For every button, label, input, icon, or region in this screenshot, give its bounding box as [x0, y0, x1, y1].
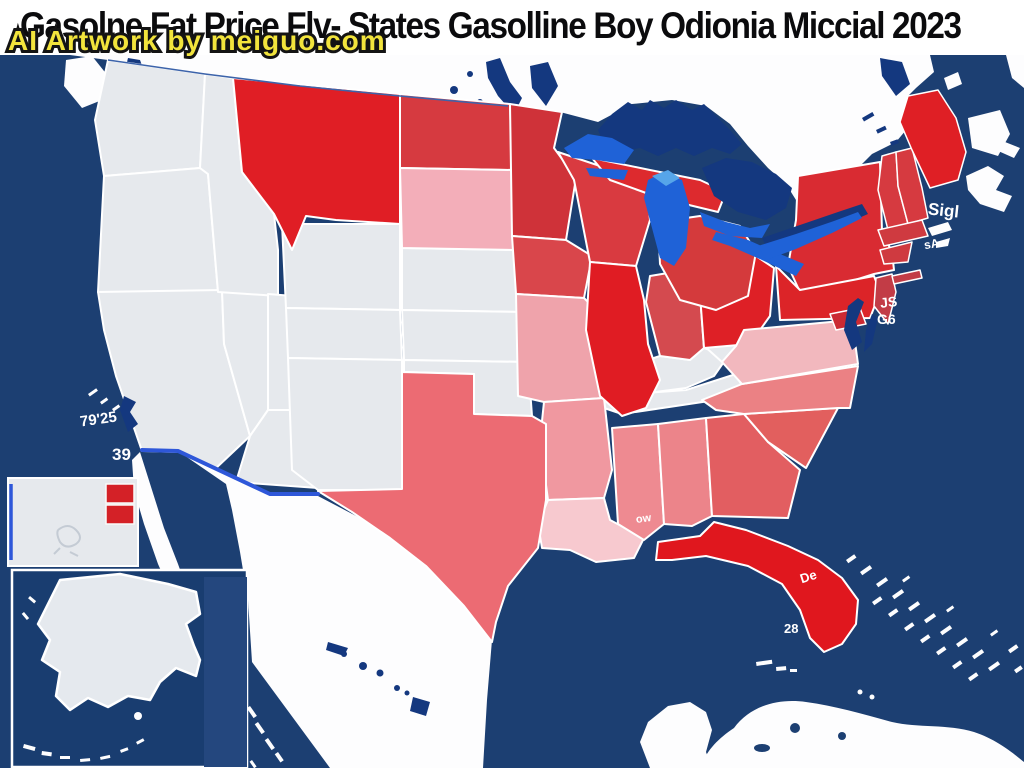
lake-superior-dash — [586, 168, 628, 180]
florida-keys — [756, 659, 875, 700]
chesapeake-bay — [844, 298, 878, 352]
state-arkansas — [539, 397, 613, 501]
state-oregon — [97, 167, 219, 293]
ocean-label: G6 — [877, 311, 896, 327]
state-maine — [899, 89, 967, 189]
cape-cod — [928, 222, 952, 248]
state-new-mexico — [287, 357, 403, 491]
mexico-border-line — [140, 448, 320, 496]
state-south-dakota — [399, 167, 519, 251]
state-texas — [317, 371, 547, 643]
baja-peninsula — [132, 452, 188, 600]
state-new-jersey — [873, 273, 897, 325]
page-title: Gasolne Fat Price Flv- States Gasolline … — [20, 5, 962, 46]
inset-box-small — [7, 477, 139, 567]
ocean-label: JS — [879, 293, 898, 311]
aleutian-islands — [21, 596, 145, 762]
long-island — [891, 269, 923, 285]
cuba-lagoons — [754, 723, 846, 752]
bahamas-islands — [846, 554, 1023, 682]
lake-ontario-highlight — [758, 212, 862, 260]
lake-huron — [702, 158, 792, 220]
state-alaska — [36, 572, 202, 712]
state-kansas — [401, 309, 529, 363]
yucatan — [640, 702, 712, 768]
state-florida — [655, 521, 859, 653]
ocean-label: ow — [635, 511, 652, 527]
canada-border-line — [107, 59, 509, 107]
ocean-label: 39 — [112, 445, 131, 464]
hawaii-islands — [326, 642, 430, 716]
lake-michigan-highlight — [652, 170, 680, 186]
state-massachusetts — [877, 219, 929, 247]
cuba — [700, 701, 1024, 768]
state-mississippi — [611, 423, 665, 541]
state-washington — [94, 59, 206, 177]
watermark: AI Artwork by meiguo.com — [5, 22, 388, 59]
california-islands — [87, 388, 121, 412]
lake-erie — [712, 232, 804, 276]
state-connecticut — [879, 241, 913, 265]
inset-navy-band — [204, 577, 247, 767]
state-illinois — [585, 261, 661, 417]
state-alabama — [657, 417, 713, 527]
lake-superior-arm — [564, 134, 634, 164]
san-francisco-bay — [120, 396, 138, 432]
state-colorado — [285, 307, 403, 361]
lake-michigan — [644, 172, 690, 266]
state-iowa — [511, 235, 593, 299]
lake-superior — [598, 100, 742, 156]
state-wyoming — [281, 223, 401, 311]
mexico-landmass — [178, 451, 492, 768]
vancouver-island — [64, 56, 108, 108]
inset-red-square-2 — [105, 504, 135, 525]
state-nebraska — [401, 247, 525, 313]
ocean-label: 28 — [784, 621, 799, 636]
alaska-panhandle-islands — [246, 706, 284, 768]
canada-landmass — [70, 55, 934, 238]
maritime-islands — [944, 55, 1024, 212]
ocean-label: sA — [922, 235, 941, 253]
inset-box-alaska — [10, 568, 249, 768]
lake-huron-arc — [700, 212, 770, 238]
great-lakes — [564, 100, 868, 276]
ocean-label: Sigl — [927, 199, 961, 222]
inset-red-square-1 — [105, 483, 135, 504]
inset-doodle — [53, 525, 81, 557]
